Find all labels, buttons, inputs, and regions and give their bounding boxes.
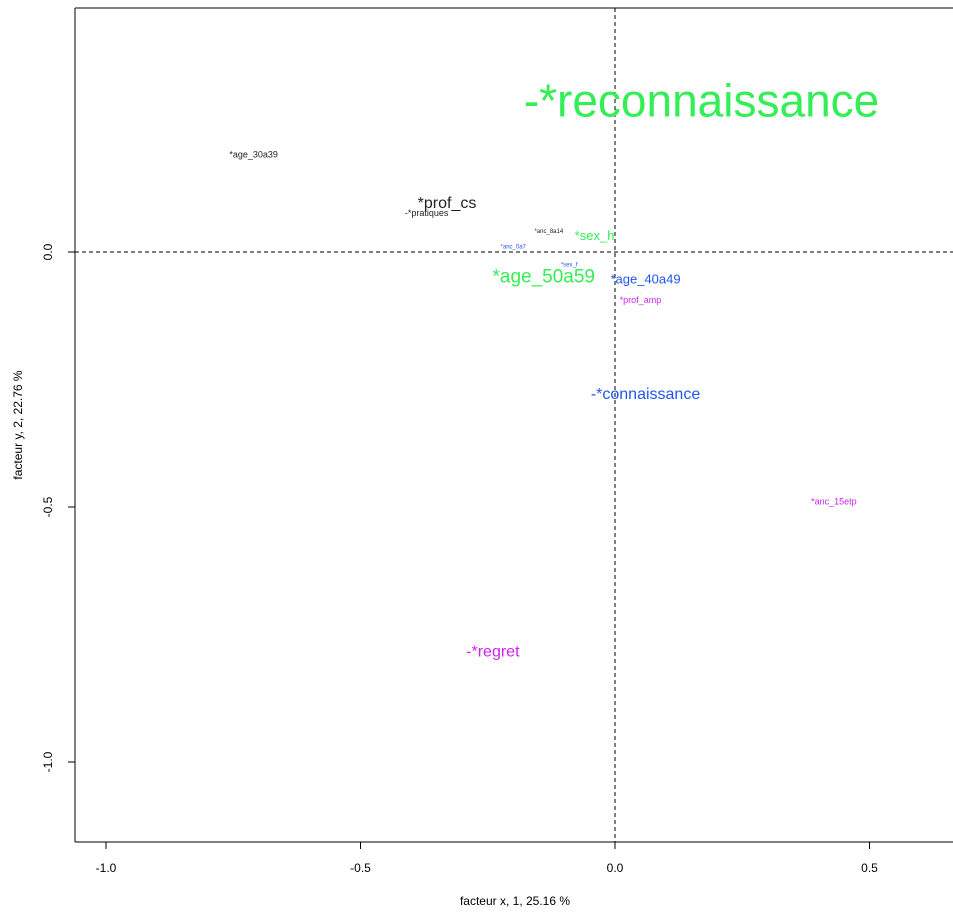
x-axis-title: facteur x, 1, 25.16 %	[460, 894, 570, 908]
y-tick-label: -0.5	[41, 496, 55, 517]
y-tick-label: 0.0	[41, 243, 55, 260]
y-tick-label: -1.0	[41, 751, 55, 772]
x-tick-label: -0.5	[350, 861, 371, 875]
point-label: *sex_h	[575, 228, 615, 243]
y-axis-title: facteur y, 2, 22.76 %	[11, 370, 25, 480]
x-tick-label: -1.0	[96, 861, 117, 875]
plot-frame	[74, 7, 953, 843]
point-label: -*connaissance	[591, 386, 701, 403]
point-label: -*regret	[466, 644, 520, 661]
point-label: *prof_cs	[418, 195, 477, 212]
x-tick-label: 0.5	[861, 861, 878, 875]
x-axis: -1.0 -0.5 0.0 0.5	[96, 842, 878, 875]
point-label: *age_40a49	[610, 271, 680, 286]
x-tick-label: 0.0	[607, 861, 624, 875]
point-label: *age_30a39	[229, 149, 278, 159]
point-labels: -*reconnaissance *age_30a39 *prof_cs-*prat…	[229, 74, 879, 660]
point-label: -*pratiques	[405, 208, 449, 218]
point-label: *anc_0a7	[501, 244, 527, 250]
point-label: *sex_f	[561, 262, 578, 268]
point-label: -*reconnaissance	[524, 74, 879, 126]
y-axis: -1.0 -0.5 0.0	[41, 243, 75, 772]
point-label: *anc_8a14	[534, 229, 563, 235]
reference-lines	[75, 8, 953, 842]
point-label: *age_50a59	[492, 267, 595, 288]
point-label: *anc_15etp	[811, 496, 857, 506]
point-label: *prof_amp	[620, 295, 662, 305]
